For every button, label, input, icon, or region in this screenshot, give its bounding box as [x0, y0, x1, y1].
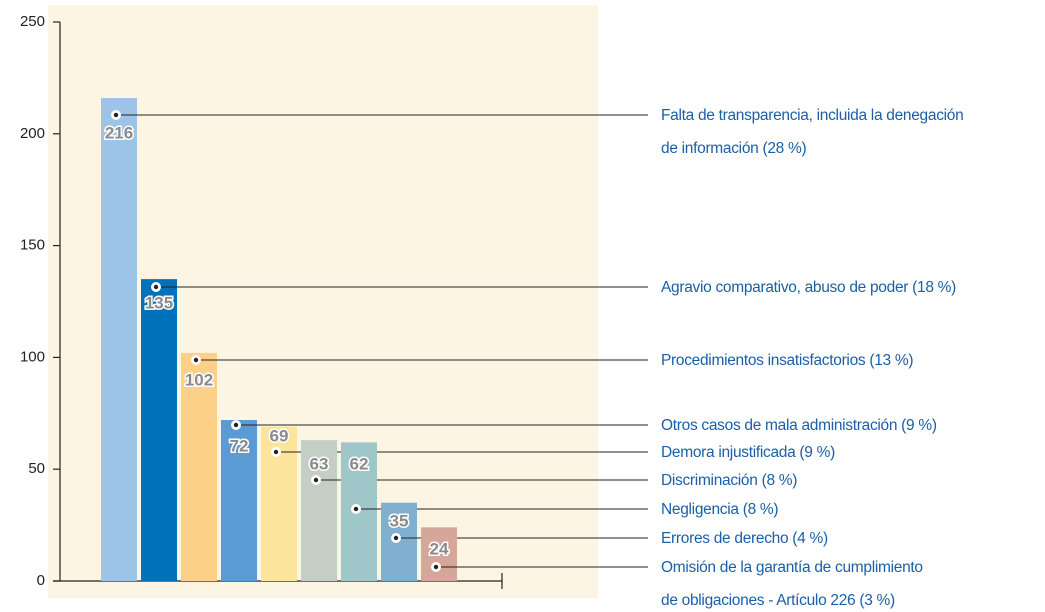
leader-dot-center	[153, 284, 159, 290]
value-label: 216	[105, 123, 133, 142]
value-label: 62	[350, 454, 369, 473]
bar	[181, 352, 217, 581]
y-tick-label: 0	[37, 572, 45, 589]
category-label: Agravio comparativo, abuso de poder (18 …	[661, 278, 956, 296]
category-label: Demora injustificada (9 %)	[661, 443, 835, 461]
bar	[421, 527, 457, 581]
leader-dot-center	[353, 506, 359, 512]
bar	[141, 279, 177, 581]
category-label: Procedimientos insatisfactorios (13 %)	[661, 351, 914, 369]
leader-dot-center	[193, 357, 199, 363]
value-label: 24	[430, 539, 449, 558]
category-label: Negligencia (8 %)	[661, 500, 779, 518]
y-tick-label: 100	[20, 348, 45, 365]
value-label: 102	[185, 370, 213, 389]
y-tick-label: 200	[20, 125, 45, 142]
bar	[101, 98, 137, 582]
leader-dot-center	[233, 422, 239, 428]
y-tick-label: 250	[20, 13, 45, 30]
leader-dot-center	[393, 535, 399, 541]
y-tick-label: 50	[28, 460, 45, 477]
leader-dot-center	[433, 564, 439, 570]
value-label: 135	[145, 293, 173, 312]
y-tick-label: 150	[20, 237, 45, 254]
category-label: Errores de derecho (4 %)	[661, 529, 828, 547]
category-label: Omisión de la garantía de cumplimiento d…	[661, 558, 923, 609]
value-label: 35	[390, 511, 409, 530]
leader-dot-center	[313, 477, 319, 483]
value-label: 72	[230, 436, 249, 455]
leader-dot-center	[273, 449, 279, 455]
bar	[301, 440, 337, 581]
category-label: Discriminación (8 %)	[661, 471, 798, 489]
bar	[221, 420, 257, 581]
value-label: 63	[310, 454, 329, 473]
category-label: Falta de transparencia, incluida la dene…	[661, 106, 964, 157]
category-label: Otros casos de mala administración (9 %)	[661, 416, 937, 434]
value-label: 69	[270, 426, 289, 445]
leader-dot-center	[113, 112, 119, 118]
